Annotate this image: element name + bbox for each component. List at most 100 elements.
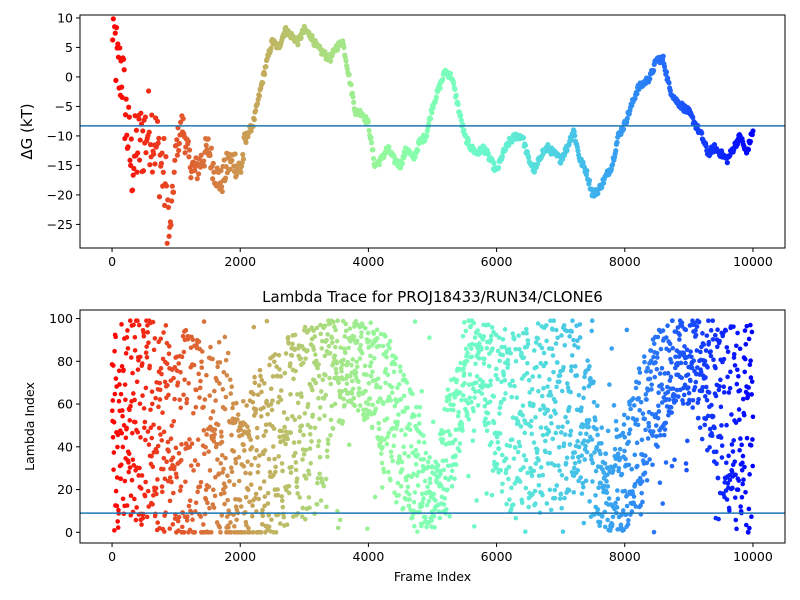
- lambda-point: [287, 361, 293, 366]
- lambda-point: [637, 370, 643, 375]
- delta-g-point: [747, 138, 753, 145]
- lambda-point: [173, 445, 179, 451]
- lambda-point: [590, 460, 596, 466]
- lambda-point: [161, 466, 166, 472]
- delta-g-point: [427, 116, 434, 122]
- lambda-point: [172, 365, 178, 370]
- lambda-point: [483, 422, 488, 428]
- lambda-point: [457, 448, 462, 454]
- lambda-point: [561, 364, 566, 370]
- lambda-point: [314, 358, 319, 364]
- x-tick-label: 8000: [609, 254, 641, 269]
- lambda-point: [737, 417, 742, 423]
- lambda-point: [554, 384, 559, 390]
- lambda-point: [242, 448, 247, 453]
- lambda-point: [552, 463, 557, 468]
- lambda-point: [513, 346, 518, 352]
- lambda-point: [162, 379, 168, 385]
- delta-g-point: [634, 91, 640, 97]
- lambda-point: [730, 485, 735, 491]
- delta-g-point: [137, 137, 143, 143]
- lambda-point: [703, 384, 709, 390]
- lambda-point: [386, 394, 392, 400]
- delta-g-point: [171, 169, 177, 175]
- lambda-point: [362, 363, 368, 369]
- lambda-point: [579, 453, 585, 458]
- lambda-point: [732, 459, 738, 464]
- lambda-point: [332, 353, 338, 358]
- lambda-point: [341, 396, 347, 402]
- lambda-point: [572, 364, 578, 369]
- lambda-point: [726, 390, 732, 395]
- lambda-point: [150, 319, 156, 325]
- lambda-point: [624, 503, 630, 509]
- lambda-point: [277, 521, 283, 526]
- lambda-point: [315, 475, 321, 481]
- lambda-point: [737, 346, 743, 352]
- lambda-point: [148, 407, 153, 413]
- lambda-point: [685, 438, 690, 444]
- lambda-point: [278, 374, 284, 379]
- lambda-point: [452, 395, 458, 400]
- lambda-point: [367, 396, 373, 401]
- delta-g-point: [130, 172, 136, 178]
- lambda-point: [412, 413, 417, 419]
- lambda-point: [645, 388, 651, 393]
- lambda-point: [232, 524, 237, 529]
- lambda-point: [262, 494, 268, 499]
- lambda-point: [570, 318, 575, 323]
- lambda-point: [202, 451, 207, 457]
- lambda-point: [212, 432, 217, 437]
- lambda-point: [268, 386, 274, 392]
- lambda-point: [702, 422, 708, 428]
- lambda-point: [265, 490, 271, 496]
- lambda-point: [461, 366, 466, 371]
- delta-g-point: [724, 160, 730, 166]
- lambda-point: [724, 422, 729, 428]
- lambda-point: [721, 390, 727, 395]
- lambda-point: [243, 494, 249, 500]
- lambda-point: [644, 369, 649, 374]
- lambda-point: [659, 382, 664, 388]
- lambda-point: [398, 484, 404, 489]
- lambda-point: [269, 517, 274, 522]
- lambda-point: [739, 467, 745, 473]
- lambda-point: [513, 358, 519, 364]
- lambda-point: [710, 318, 716, 323]
- lambda-point: [463, 328, 469, 334]
- lambda-point: [223, 394, 229, 400]
- lambda-point: [704, 397, 710, 403]
- lambda-point: [710, 414, 716, 419]
- lambda-point: [350, 357, 356, 362]
- lambda-point: [746, 530, 751, 535]
- lambda-point: [143, 385, 149, 391]
- lambda-point: [119, 430, 125, 436]
- delta-g-point: [243, 139, 249, 145]
- lambda-point: [118, 476, 124, 482]
- delta-g-point: [614, 139, 620, 145]
- lambda-point: [408, 444, 414, 449]
- lambda-point: [307, 431, 313, 437]
- lambda-point: [270, 444, 276, 449]
- lambda-point: [447, 392, 453, 398]
- lambda-point: [417, 404, 423, 410]
- lambda-point: [593, 493, 598, 498]
- lambda-point: [379, 460, 385, 466]
- lambda-point: [267, 469, 273, 475]
- lambda-point: [198, 479, 204, 485]
- lambda-point: [158, 336, 164, 342]
- lambda-point: [613, 500, 618, 506]
- lambda-point: [416, 412, 422, 418]
- lambda-point: [533, 340, 539, 345]
- lambda-point: [174, 474, 179, 480]
- lambda-point: [552, 399, 558, 405]
- lambda-point: [563, 460, 569, 466]
- lambda-point: [642, 470, 648, 476]
- lambda-point: [390, 458, 396, 464]
- delta-g-point: [369, 140, 375, 146]
- lambda-point: [565, 419, 570, 425]
- lambda-point: [545, 384, 550, 389]
- delta-g-point: [210, 176, 216, 182]
- lambda-point: [558, 491, 564, 497]
- lambda-point: [560, 424, 565, 430]
